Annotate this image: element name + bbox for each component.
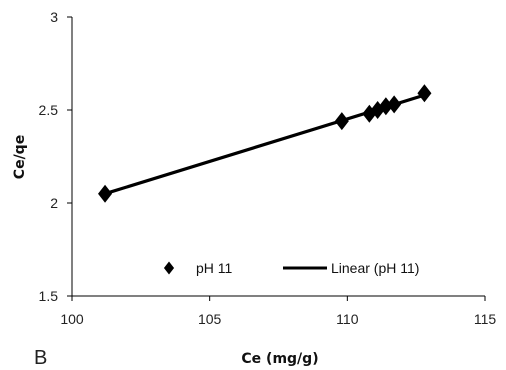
x-tick-label: 100 bbox=[60, 311, 84, 327]
axes bbox=[71, 17, 485, 297]
y-tick-label: 1.5 bbox=[39, 288, 59, 304]
x-tick-label: 115 bbox=[474, 311, 497, 327]
x-tick-label: 110 bbox=[336, 311, 359, 327]
data-point bbox=[417, 84, 432, 103]
x-tick-label: 105 bbox=[198, 311, 222, 327]
legend-marker-ph11 bbox=[163, 261, 175, 275]
legend-label-ph11: pH 11 bbox=[196, 260, 233, 276]
y-tick-label: 2 bbox=[50, 195, 58, 211]
y-axis-title: Ce/qe bbox=[12, 135, 28, 179]
legend: pH 11 Linear (pH 11) bbox=[163, 260, 419, 276]
panel-label: B bbox=[34, 347, 47, 369]
ticks: 1.5 2 2.5 3 100 105 110 115 bbox=[39, 9, 497, 327]
data-point bbox=[98, 184, 113, 203]
marks bbox=[98, 84, 432, 203]
data-point bbox=[334, 112, 349, 131]
x-axis-title: Ce (mg/g) bbox=[241, 351, 318, 367]
data-point bbox=[387, 95, 402, 114]
y-tick-label: 3 bbox=[50, 9, 58, 25]
y-tick-label: 2.5 bbox=[39, 102, 59, 118]
legend-label-linear-ph11: Linear (pH 11) bbox=[331, 260, 419, 276]
